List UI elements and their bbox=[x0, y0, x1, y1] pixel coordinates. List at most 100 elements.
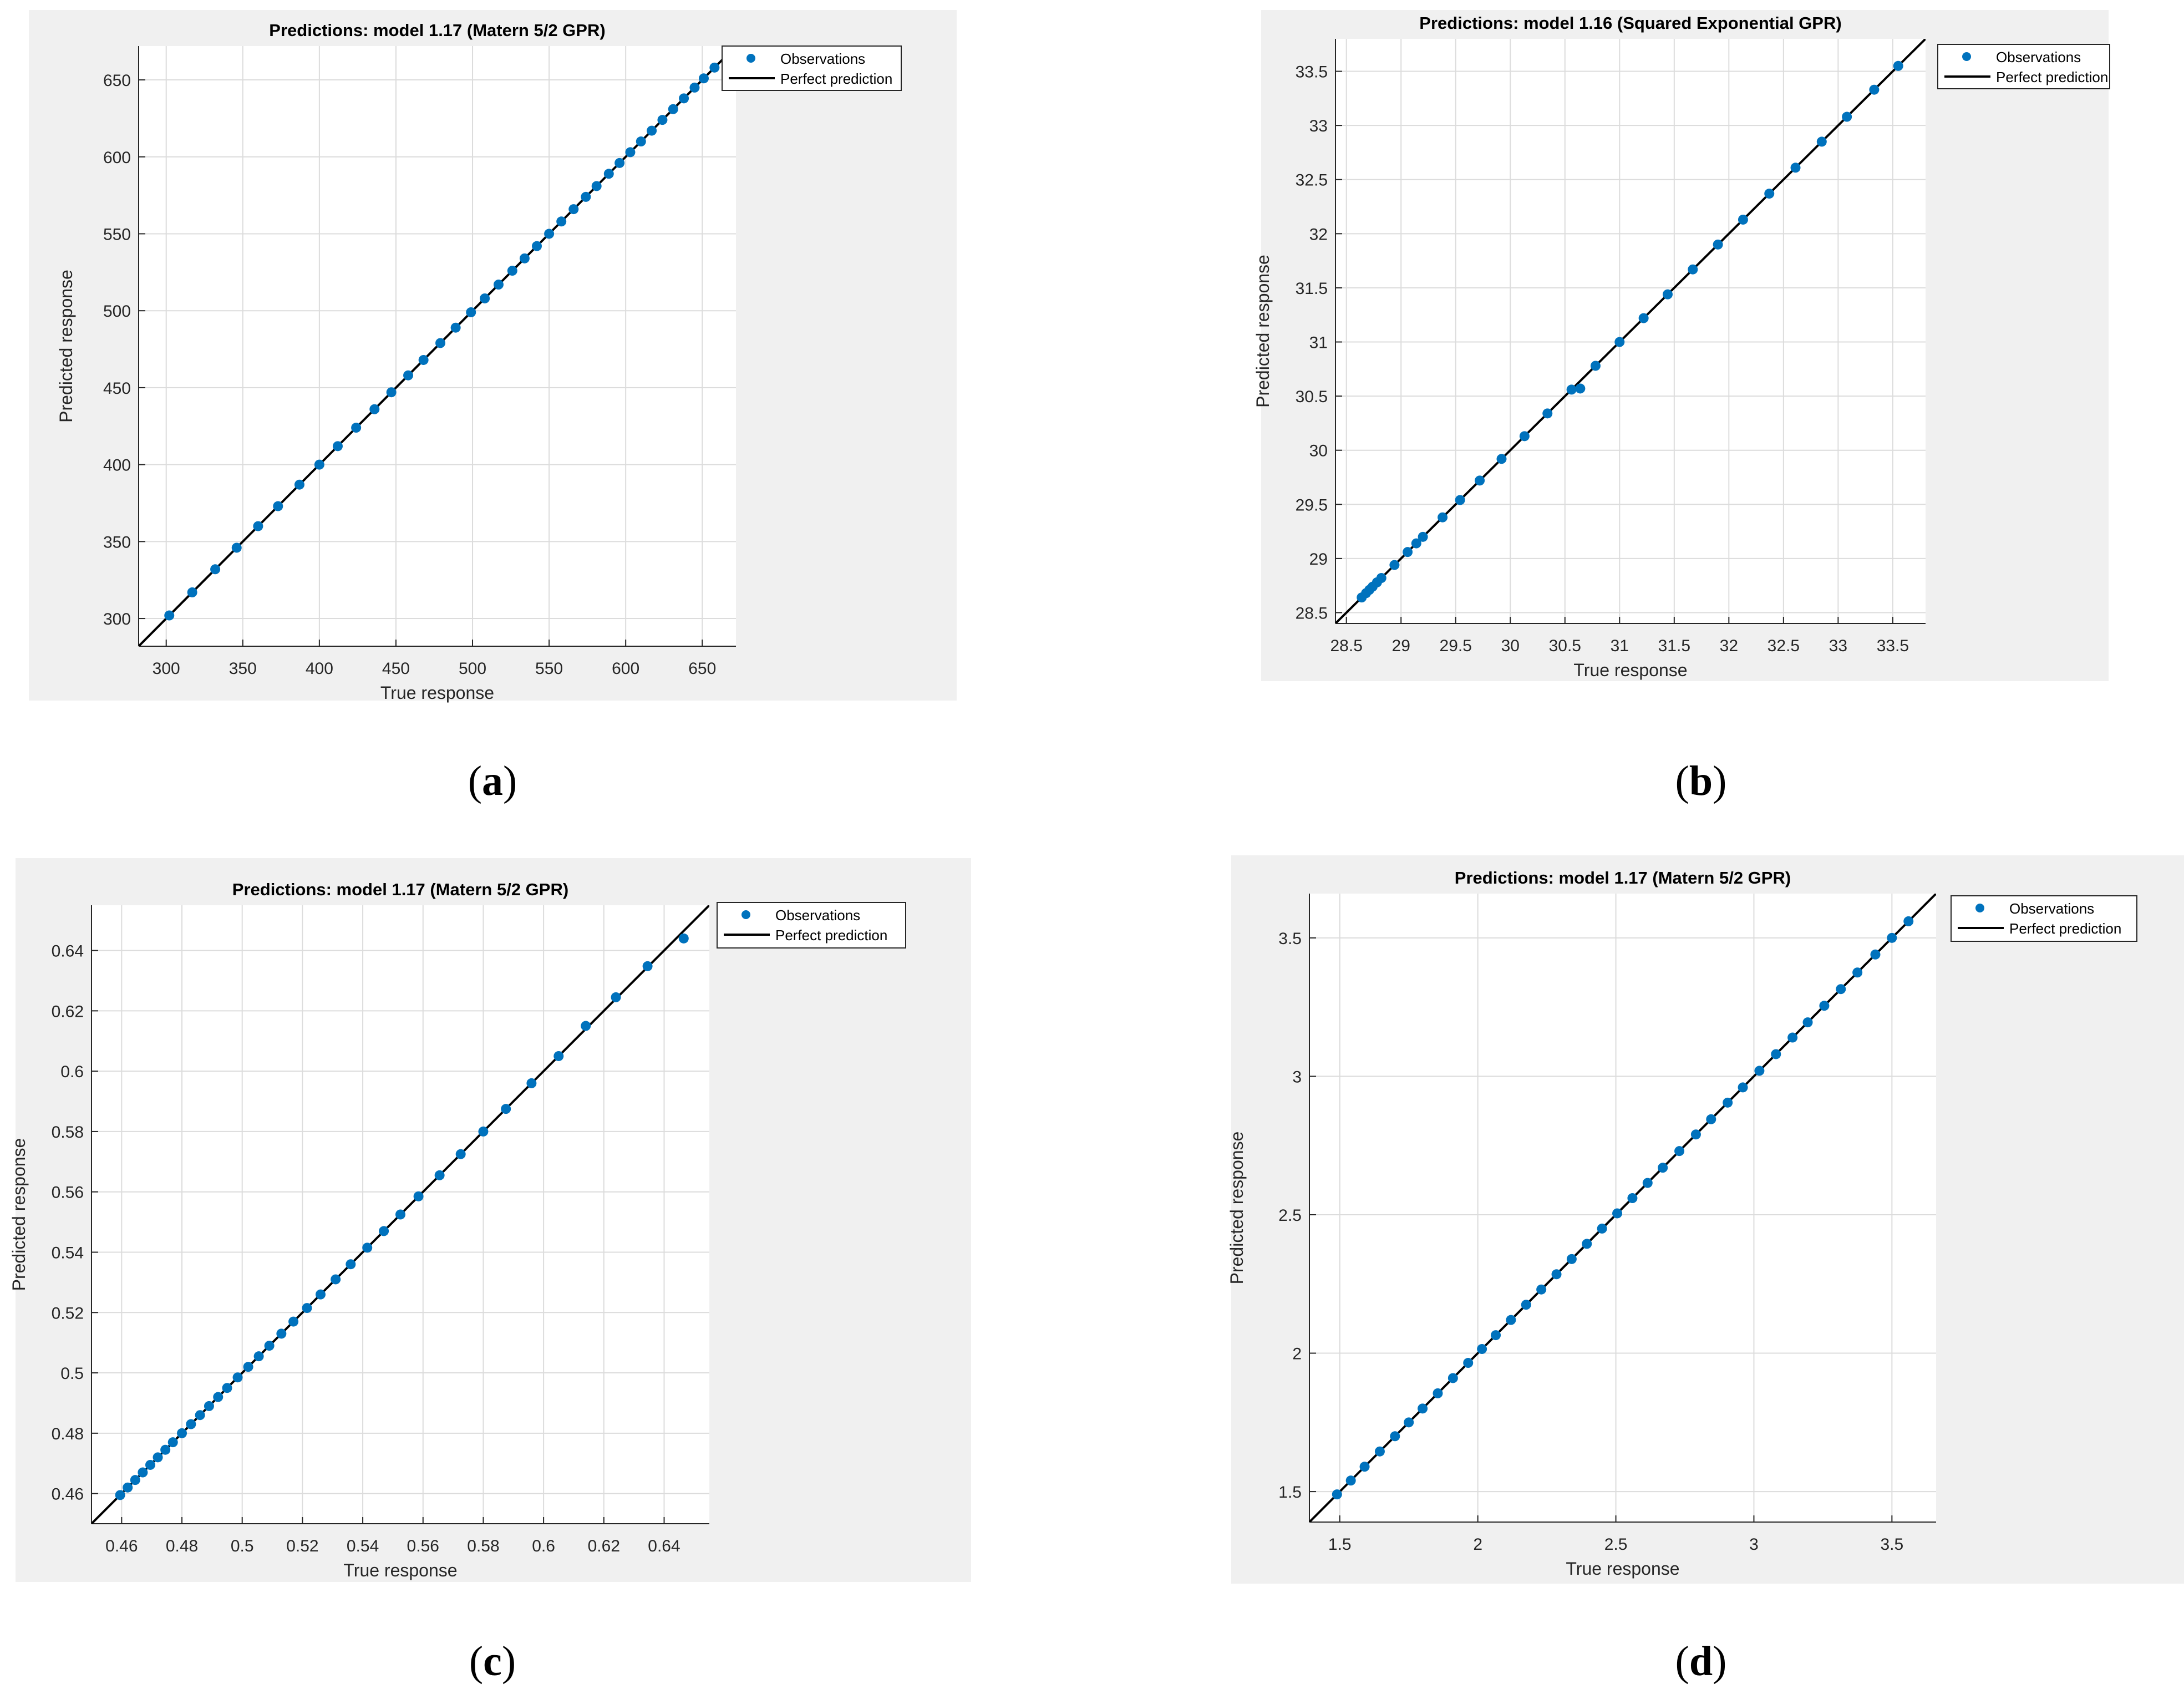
y-tick-label: 500 bbox=[103, 302, 131, 321]
observation-point bbox=[186, 1419, 196, 1429]
observation-point bbox=[1519, 431, 1530, 442]
observation-point bbox=[507, 266, 517, 276]
x-tick-label: 29 bbox=[1392, 637, 1410, 655]
observation-point bbox=[679, 93, 689, 104]
observation-point bbox=[1496, 454, 1507, 464]
observation-point bbox=[581, 191, 591, 202]
y-axis-label: Predicted response bbox=[56, 270, 76, 423]
chart-title: Predictions: model 1.17 (Matern 5/2 GPR) bbox=[1455, 868, 1791, 887]
chart-title: Predictions: model 1.16 (Squared Exponen… bbox=[1419, 13, 1841, 33]
observation-point bbox=[1723, 1097, 1733, 1108]
x-tick-label: 450 bbox=[382, 660, 410, 678]
y-tick-label: 2.5 bbox=[1278, 1206, 1302, 1225]
observation-point bbox=[1390, 1431, 1400, 1442]
y-tick-label: 0.58 bbox=[52, 1123, 84, 1142]
observation-point bbox=[1802, 1017, 1813, 1028]
x-tick-label: 29.5 bbox=[1440, 637, 1472, 655]
observation-point bbox=[413, 1191, 424, 1201]
observation-point bbox=[231, 542, 242, 553]
x-tick-label: 550 bbox=[535, 660, 563, 678]
observation-point bbox=[1475, 475, 1485, 486]
y-tick-label: 28.5 bbox=[1296, 604, 1328, 622]
y-tick-label: 1.5 bbox=[1278, 1483, 1302, 1502]
series-group bbox=[92, 905, 709, 1524]
y-axis-label: Predicted response bbox=[9, 1138, 29, 1291]
chart-panel-d: 1.5 2 2.5 3 3.5 1.5 2 2.5 3 3.5 Predictions: model… bbox=[1227, 855, 2184, 1584]
series-group bbox=[1309, 894, 1936, 1522]
observation-point bbox=[1662, 289, 1673, 300]
x-tick-label: 32 bbox=[1720, 637, 1738, 655]
observation-point bbox=[1411, 538, 1421, 549]
y-tick-label: 3 bbox=[1292, 1068, 1302, 1086]
observation-point bbox=[253, 521, 263, 531]
x-tick-label: 3.5 bbox=[1880, 1535, 1903, 1554]
legend-box bbox=[1951, 895, 2137, 942]
perfect-prediction-line bbox=[1309, 894, 1936, 1522]
observation-point bbox=[294, 479, 304, 490]
observation-point bbox=[204, 1401, 214, 1411]
observation-point bbox=[210, 564, 221, 575]
observation-point bbox=[1376, 573, 1386, 584]
observation-point bbox=[1404, 1417, 1414, 1428]
observation-point bbox=[1447, 1373, 1458, 1383]
x-tick-label: 600 bbox=[612, 660, 639, 678]
observation-point bbox=[288, 1316, 299, 1327]
x-tick-label: 31.5 bbox=[1658, 637, 1690, 655]
observation-point bbox=[1706, 1114, 1716, 1124]
y-tick-label: 0.6 bbox=[60, 1063, 84, 1081]
y-tick-label: 2 bbox=[1292, 1345, 1302, 1363]
observation-point bbox=[1566, 1254, 1577, 1264]
x-tick-label: 0.48 bbox=[166, 1537, 198, 1555]
observation-point bbox=[699, 73, 709, 84]
x-tick-label: 0.64 bbox=[648, 1537, 680, 1555]
y-tick-label: 650 bbox=[103, 72, 131, 90]
y-tick-label: 300 bbox=[103, 610, 131, 628]
observation-point bbox=[195, 1410, 205, 1421]
y-tick-label: 33.5 bbox=[1296, 63, 1328, 82]
observation-point bbox=[379, 1226, 389, 1236]
x-tick-label: 2.5 bbox=[1604, 1535, 1628, 1554]
y-tick-label: 550 bbox=[103, 225, 131, 244]
observation-point bbox=[164, 610, 175, 621]
observation-point bbox=[333, 441, 343, 452]
y-tick-label: 32.5 bbox=[1296, 171, 1328, 190]
x-tick-label: 30 bbox=[1501, 637, 1520, 655]
legend-observation-marker bbox=[1975, 904, 1984, 912]
observation-point bbox=[153, 1452, 163, 1463]
observation-point bbox=[466, 307, 476, 317]
observation-point bbox=[1575, 383, 1586, 394]
observation-point bbox=[1359, 1462, 1370, 1472]
observation-point bbox=[493, 280, 504, 290]
perfect-prediction-line bbox=[1335, 39, 1926, 623]
y-tick-label: 29.5 bbox=[1296, 496, 1328, 514]
x-axis-label: True response bbox=[1566, 1559, 1679, 1579]
observation-point bbox=[232, 1372, 243, 1383]
observation-point bbox=[1536, 1284, 1547, 1295]
panel-caption-c: (c) bbox=[469, 1638, 516, 1685]
observation-point bbox=[1582, 1239, 1592, 1249]
y-tick-label: 0.56 bbox=[52, 1184, 84, 1202]
x-tick-label: 2 bbox=[1473, 1535, 1482, 1554]
observation-point bbox=[478, 1126, 489, 1137]
legend-observation-marker bbox=[741, 910, 750, 919]
observation-point bbox=[1764, 189, 1775, 199]
observation-point bbox=[395, 1209, 405, 1220]
observation-point bbox=[1658, 1163, 1668, 1173]
y-tick-label: 0.5 bbox=[60, 1365, 84, 1383]
y-tick-label: 31.5 bbox=[1296, 280, 1328, 298]
x-tick-label: 0.56 bbox=[407, 1537, 439, 1555]
observation-point bbox=[167, 1437, 178, 1448]
chart-title: Predictions: model 1.17 (Matern 5/2 GPR) bbox=[269, 21, 605, 40]
legend-observation-label: Observations bbox=[780, 50, 865, 67]
observation-point bbox=[160, 1444, 171, 1455]
observation-point bbox=[1403, 547, 1413, 557]
legend-box bbox=[1937, 44, 2110, 89]
chart-svg-b: 28.5 29 29.5 30 30.5 31 31.5 32 32.5 33 33.5 28.5 29… bbox=[1253, 13, 2110, 680]
legend-perfect-label: Perfect prediction bbox=[1996, 69, 2108, 85]
observation-point bbox=[678, 933, 689, 944]
observation-point bbox=[1816, 136, 1827, 147]
observation-point bbox=[1754, 1066, 1765, 1076]
observation-point bbox=[689, 82, 700, 93]
y-tick-label: 0.54 bbox=[52, 1244, 84, 1262]
observation-point bbox=[315, 1289, 326, 1300]
